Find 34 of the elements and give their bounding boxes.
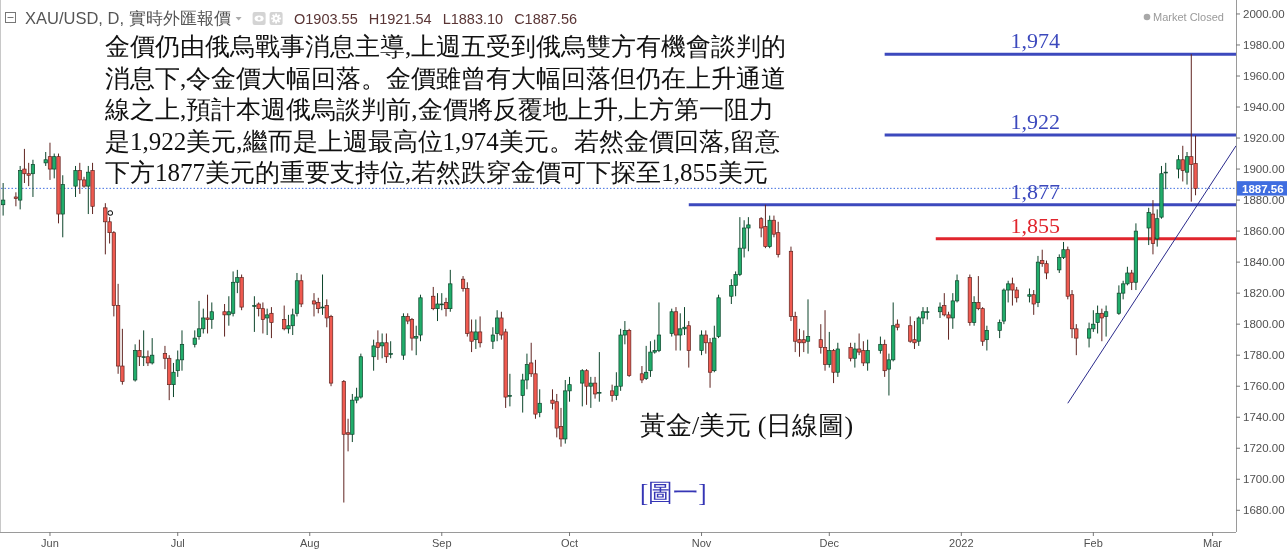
- annotation: [圖一]: [640, 479, 707, 506]
- ref-line-label: 1887.56: [1242, 182, 1284, 195]
- y-tick-label: 1980.00: [1243, 38, 1285, 51]
- title: XAU/USD, D, 實時外匯報價: [25, 9, 231, 27]
- x-tick-label: Jul: [170, 537, 185, 549]
- y-tick-label: 1840.00: [1243, 256, 1285, 269]
- y-tick-label: 1720.00: [1243, 442, 1285, 455]
- y-tick-label: 1680.00: [1243, 504, 1285, 517]
- y-tick-label: 1960.00: [1243, 70, 1285, 82]
- y-tick-label: 1780.00: [1243, 349, 1285, 362]
- annotation: Market Closed: [1153, 11, 1224, 23]
- y-tick-label: 1800.00: [1243, 318, 1285, 331]
- y-tick-label: 1880.00: [1243, 194, 1285, 207]
- y-tick-label: 1760.00: [1243, 380, 1285, 393]
- y-tick-label: 1900.00: [1243, 163, 1285, 176]
- x-tick-label: Oct: [560, 537, 579, 549]
- annotation: 金價仍由俄烏戰事消息主導,上週五受到俄烏雙方有機會談判的消息下,令金價大幅回落。金價雖曾有大幅回落但仍在上升通道線之上,預計本週俄烏談判前,金價將反覆地上升,上方第一阻力是1,922美元,繼而是上週最高位1,974美元。若然金價回落,留意下方1877美元的重要支持位,若然跌穿金價可下探至1,855美元。: [105, 33, 787, 218]
- y-tick-label: 1700.00: [1243, 473, 1285, 486]
- x-tick-label: Dec: [819, 537, 840, 549]
- x-tick-label: Sep: [431, 537, 452, 549]
- x-tick-label: 2022: [949, 537, 974, 549]
- y-tick-label: 1940.00: [1243, 101, 1285, 114]
- y-tick-label: 2000.00: [1243, 7, 1285, 20]
- x-tick-label: Nov: [691, 537, 712, 549]
- x-tick-label: Jun: [41, 537, 59, 549]
- x-tick-label: Aug: [299, 537, 320, 549]
- subtitle: O1903.55 H1921.54 L1883.10 C1887.56: [294, 11, 578, 27]
- y-tick-label: 1920.00: [1243, 132, 1285, 145]
- annotation: 黃金/美元 (日線圖): [640, 411, 854, 440]
- x-tick-label: Feb: [1083, 537, 1103, 549]
- y-tick-label: 1820.00: [1243, 287, 1285, 300]
- y-tick-label: 1860.00: [1243, 225, 1285, 238]
- y-tick-label: 1740.00: [1243, 411, 1285, 424]
- x-tick-label: Mar: [1203, 537, 1223, 549]
